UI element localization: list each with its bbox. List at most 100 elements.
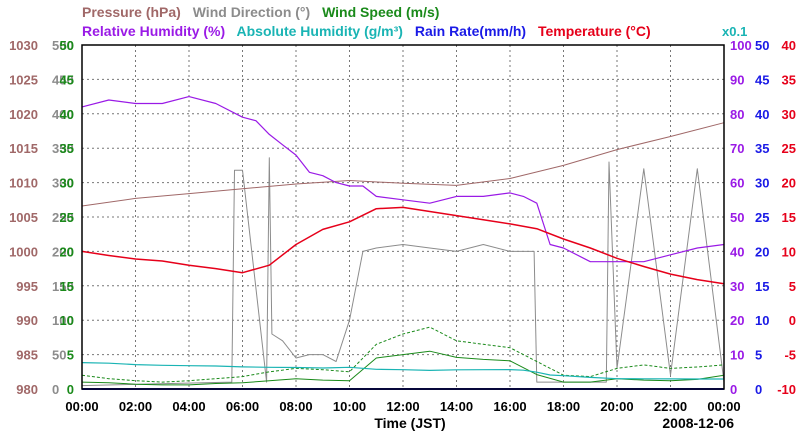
tick-time: 22:00 [654,399,687,414]
grid-lines [82,45,724,389]
legend-wind-direction: Wind Direction (°) [193,4,310,20]
tick-labels: 1030102510201015101010051000995990985980… [9,38,796,414]
tick-wind-speed: 40 [60,107,74,122]
tick-rain-rate: 0 [755,382,762,397]
tick-wind-direction: 400 [52,107,74,122]
rain-scale-note: x0.1 [722,24,747,39]
tick-temperature: 5 [789,279,796,294]
tick-wind-direction: 200 [52,244,74,259]
tick-wind-speed: 50 [60,38,74,53]
tick-time: 04:00 [172,399,205,414]
tick-wind-direction: 350 [52,141,74,156]
legend-rain-rate: Rain Rate(mm/h) [415,23,526,39]
tick-pressure: 1010 [9,176,38,191]
tick-wind-direction: 150 [52,279,74,294]
tick-wind-speed: 0 [67,382,74,397]
legend-line-1: Pressure (hPa) Wind Direction (°) Wind S… [82,4,439,20]
series-wind-direction [81,157,725,387]
tick-time: 14:00 [440,399,473,414]
tick-rain-rate: 40 [755,107,769,122]
tick-relative-humidity: 90 [730,72,744,87]
legend-pressure: Pressure (hPa) [82,4,181,20]
tick-wind-speed: 5 [67,348,74,363]
tick-time: 06:00 [226,399,259,414]
legend-absolute-humidity: Absolute Humidity (g/m³) [237,23,403,39]
tick-wind-speed: 15 [60,279,74,294]
tick-relative-humidity: 60 [730,176,744,191]
tick-time: 18:00 [547,399,580,414]
tick-temperature: 30 [782,107,796,122]
tick-pressure: 995 [16,279,38,294]
tick-pressure: 1030 [9,38,38,53]
tick-relative-humidity: 50 [730,210,744,225]
tick-wind-direction: 100 [52,313,74,328]
tick-pressure: 1020 [9,107,38,122]
tick-time: 00:00 [707,399,740,414]
tick-wind-direction: 0 [52,382,59,397]
date-label: 2008-12-06 [662,415,734,431]
tick-relative-humidity: 0 [730,382,737,397]
tick-relative-humidity: 10 [730,348,744,363]
tick-relative-humidity: 30 [730,279,744,294]
tick-relative-humidity: 20 [730,313,744,328]
tick-relative-humidity: 70 [730,141,744,156]
legend-line-2: Relative Humidity (%) Absolute Humidity … [82,23,651,39]
tick-relative-humidity: 100 [730,38,752,53]
tick-wind-speed: 25 [60,210,74,225]
plot-frame [81,44,725,390]
tick-temperature: 25 [782,141,796,156]
tick-time: 02:00 [119,399,152,414]
tick-time: 00:00 [65,399,98,414]
tick-rain-rate: 50 [755,38,769,53]
tick-pressure: 1000 [9,244,38,259]
tick-time: 10:00 [333,399,366,414]
tick-rain-rate: 30 [755,176,769,191]
tick-relative-humidity: 80 [730,107,744,122]
tick-temperature: -5 [784,348,796,363]
tick-time: 12:00 [386,399,419,414]
tick-relative-humidity: 40 [730,244,744,259]
tick-pressure: 985 [16,348,38,363]
tick-temperature: 35 [782,72,796,87]
tick-rain-rate: 15 [755,279,769,294]
tick-wind-direction: 500 [52,38,74,53]
tick-temperature: 10 [782,244,796,259]
tick-time: 20:00 [600,399,633,414]
tick-rain-rate: 20 [755,244,769,259]
tick-wind-direction: 300 [52,176,74,191]
tick-time: 16:00 [493,399,526,414]
tick-temperature: 40 [782,38,796,53]
series-relative-humidity [81,95,725,263]
tick-wind-speed: 30 [60,176,74,191]
tick-rain-rate: 35 [755,141,769,156]
series-temperature-c [81,206,725,285]
tick-wind-speed: 35 [60,141,74,156]
tick-pressure: 1015 [9,141,38,156]
tick-wind-speed: 10 [60,313,74,328]
series-pressure-hpa [81,122,725,207]
tick-pressure: 980 [16,382,38,397]
tick-wind-direction: 450 [52,72,74,87]
tick-pressure: 1005 [9,210,38,225]
tick-rain-rate: 45 [755,72,769,87]
series-wind-speed-gust-m-s [81,326,725,383]
tick-rain-rate: 25 [755,210,769,225]
legend-wind-speed: Wind Speed (m/s) [322,4,439,20]
tick-wind-direction: 250 [52,210,74,225]
tick-temperature: 20 [782,176,796,191]
legend-temperature: Temperature (°C) [538,23,651,39]
tick-pressure: 1025 [9,72,38,87]
tick-pressure: 990 [16,313,38,328]
tick-rain-rate: 10 [755,313,769,328]
tick-temperature: 15 [782,210,796,225]
tick-wind-speed: 20 [60,244,74,259]
tick-time: 08:00 [279,399,312,414]
legend-relative-humidity: Relative Humidity (%) [82,23,225,39]
tick-wind-direction: 50 [52,348,66,363]
tick-rain-rate: 5 [755,348,762,363]
x-axis-label: Time (JST) [374,415,445,431]
tick-wind-speed: 45 [60,72,74,87]
tick-temperature: -10 [777,382,796,397]
